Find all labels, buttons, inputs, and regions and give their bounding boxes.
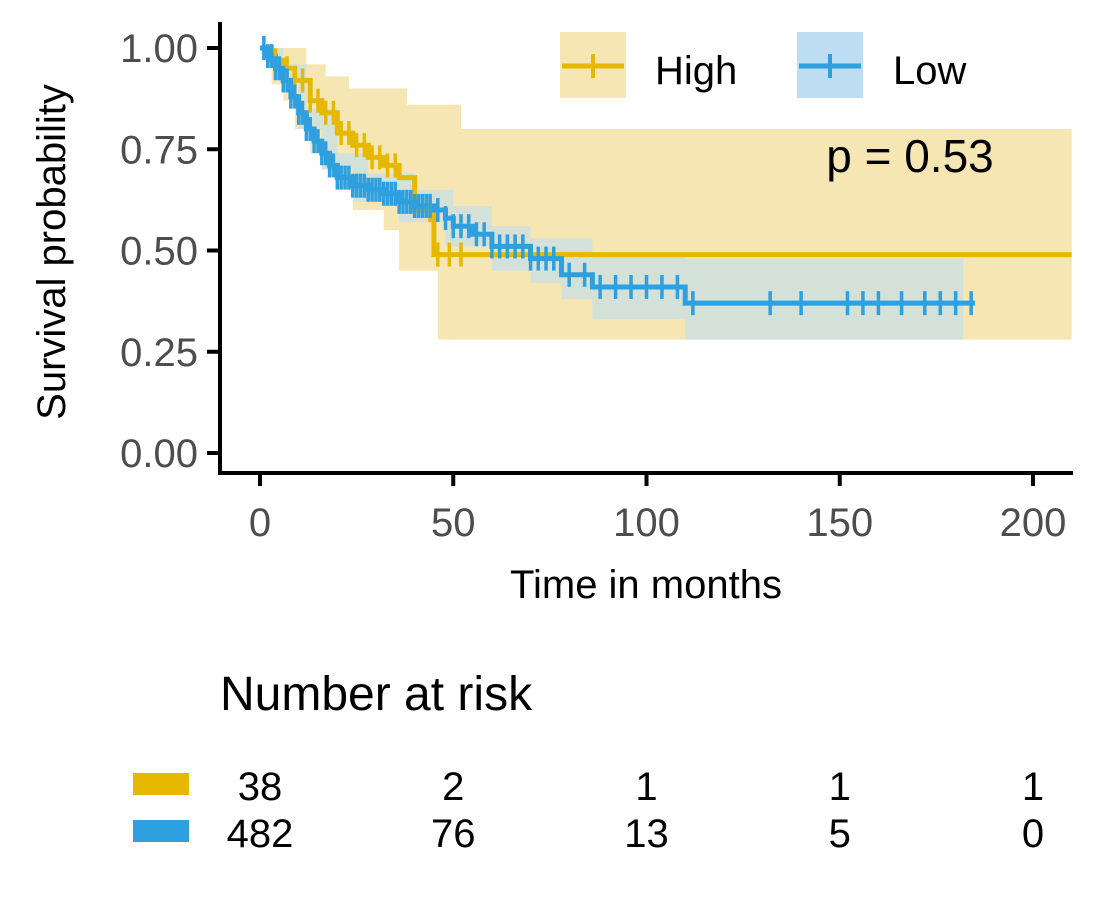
risk-value-high: 1 xyxy=(829,765,851,809)
risk-value-low: 13 xyxy=(624,812,669,856)
risk-row-high-swatch xyxy=(133,773,189,795)
p-value-annotation: p = 0.53 xyxy=(826,130,994,182)
y-axis-ticks: 0.00 0.25 0.50 0.75 1.00 xyxy=(120,27,220,476)
risk-value-low: 482 xyxy=(227,812,294,856)
x-tick-label: 100 xyxy=(613,501,680,545)
x-axis-ticks: 0 50 100 150 200 xyxy=(249,473,1067,545)
risk-value-low: 76 xyxy=(431,812,476,856)
legend-label-high: High xyxy=(655,49,737,93)
risk-value-high: 2 xyxy=(442,765,464,809)
x-tick-label: 200 xyxy=(1000,501,1067,545)
x-axis-title: Time in months xyxy=(510,563,782,607)
y-tick-label: 0.50 xyxy=(120,230,198,274)
confidence-bands xyxy=(260,48,1072,340)
y-axis-title: Survival probability xyxy=(30,84,74,420)
y-tick-label: 0.00 xyxy=(120,432,198,476)
y-tick-label: 1.00 xyxy=(120,27,198,71)
risk-row-low-swatch xyxy=(133,820,189,842)
risk-value-high: 1 xyxy=(1022,765,1044,809)
risk-value-low: 5 xyxy=(829,812,851,856)
y-tick-label: 0.75 xyxy=(120,128,198,172)
x-tick-label: 50 xyxy=(431,501,476,545)
risk-value-low: 0 xyxy=(1022,812,1044,856)
x-tick-label: 0 xyxy=(249,501,271,545)
survival-plot: 0.00 0.25 0.50 0.75 1.00 0 50 100 150 200 xyxy=(120,22,1073,545)
risk-value-high: 38 xyxy=(238,765,283,809)
censor-marks xyxy=(262,36,973,316)
confidence-band-low xyxy=(260,48,964,340)
x-tick-label: 150 xyxy=(806,501,873,545)
risk-table-title: Number at risk xyxy=(220,668,533,721)
risk-table: Number at risk 38 2 1 1 1 482 76 13 5 0 xyxy=(133,668,1044,856)
legend-label-low: Low xyxy=(893,49,966,93)
risk-table-values: 38 2 1 1 1 482 76 13 5 0 xyxy=(227,765,1045,856)
y-tick-label: 0.25 xyxy=(120,331,198,375)
risk-value-high: 1 xyxy=(635,765,657,809)
legend: High Low xyxy=(560,32,966,98)
